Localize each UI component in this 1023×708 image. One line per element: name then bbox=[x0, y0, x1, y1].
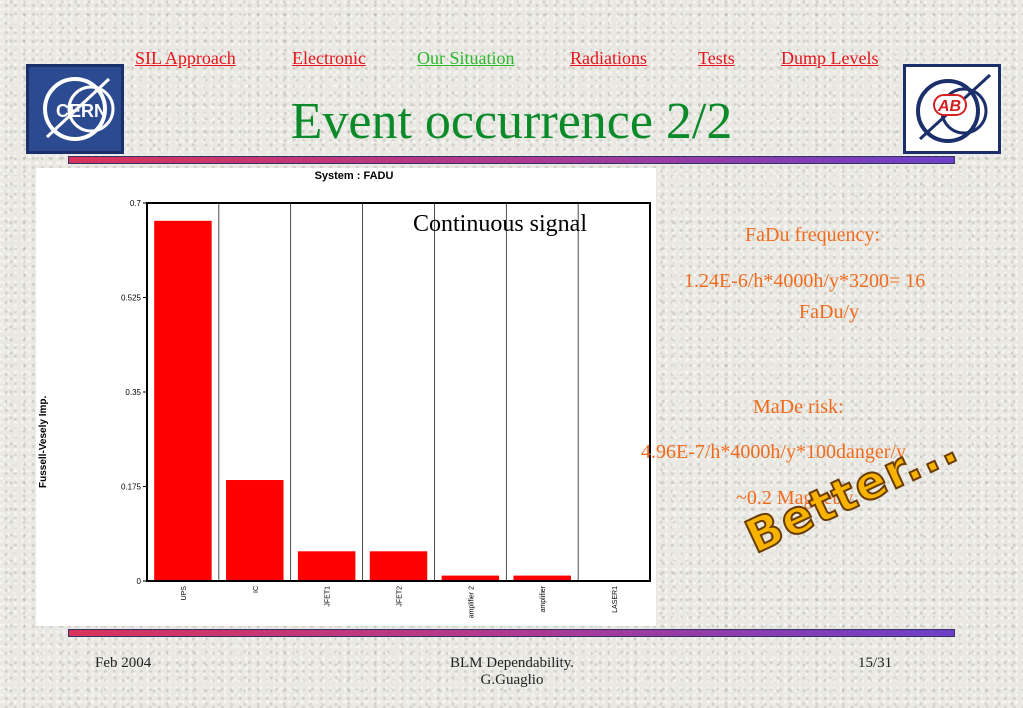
bar-ic bbox=[226, 480, 284, 581]
footer-center-line2: G.Guaglio bbox=[480, 672, 544, 688]
y-tick-label: 0 bbox=[137, 577, 142, 586]
y-tick-label: 0.7 bbox=[130, 199, 142, 208]
ab-logo: AB bbox=[903, 64, 1001, 154]
x-tick-label: JFET1 bbox=[325, 586, 332, 607]
plot-frame bbox=[146, 202, 651, 582]
bar-chart: System : FADU Fussell-Vesely Imp. 0 0.175… bbox=[38, 170, 651, 618]
bottom-divider bbox=[68, 629, 955, 637]
top-divider bbox=[68, 156, 955, 164]
x-tick-label: IC bbox=[253, 586, 260, 593]
bar-jfet1 bbox=[297, 551, 356, 581]
nav-link-electronic[interactable]: Electronic bbox=[292, 48, 366, 68]
made-formula: 4.96E-7/h*4000h/y*100danger/y bbox=[641, 441, 906, 463]
y-tick-label: 0.35 bbox=[125, 388, 141, 397]
ab-logo-icon: AB bbox=[906, 67, 998, 151]
nav-link-radiations[interactable]: Radiations bbox=[570, 48, 647, 68]
bar-jfet2 bbox=[369, 551, 428, 581]
fadu-result: FaDu/y bbox=[799, 301, 859, 323]
fadu-heading: FaDu frequency: bbox=[745, 224, 880, 246]
footer-page-number: 15/31 bbox=[858, 655, 893, 671]
nav-link-dump-levels[interactable]: Dump Levels bbox=[781, 48, 879, 68]
x-tick-label: amplifier bbox=[540, 585, 547, 612]
footer-date: Feb 2004 bbox=[95, 655, 152, 671]
slide-title: Event occurrence 2/2 bbox=[290, 93, 733, 150]
fadu-formula: 1.24E-6/h*4000h/y*3200= 16 bbox=[684, 270, 926, 292]
footer-center-line1: BLM Dependability. bbox=[449, 655, 574, 671]
top-navigation: SIL Approach Electronic Our Situation Ra… bbox=[0, 48, 1023, 72]
cern-logo: CERN bbox=[26, 64, 124, 154]
ab-logo-text: AB bbox=[937, 98, 961, 115]
x-tick-label: LASER1 bbox=[612, 586, 619, 613]
y-tick-label: 0.175 bbox=[121, 483, 142, 492]
nav-link-tests[interactable]: Tests bbox=[698, 48, 735, 68]
bar-amplifier-2 bbox=[441, 575, 500, 581]
nav-link-sil-approach[interactable]: SIL Approach bbox=[135, 48, 236, 68]
footer-center: BLM Dependability. G.Guaglio bbox=[412, 655, 612, 689]
cern-logo-icon: CERN bbox=[29, 67, 121, 151]
bar-ups bbox=[154, 220, 212, 581]
y-axis-label: Fussell-Vesely Imp. bbox=[38, 396, 49, 488]
x-tick-label: UPS bbox=[181, 586, 188, 601]
chart-title: System : FADU bbox=[315, 170, 394, 182]
chart-panel: System : FADU Fussell-Vesely Imp. 0 0.175… bbox=[36, 168, 656, 626]
x-tick-label: amplifier 2 bbox=[468, 586, 475, 618]
chart-annotation: Continuous signal bbox=[413, 211, 587, 237]
nav-link-our-situation[interactable]: Our Situation bbox=[417, 48, 515, 68]
made-result: ~0.2 Magnet/y bbox=[736, 487, 854, 509]
bar-amplifier bbox=[513, 575, 571, 581]
y-tick-label: 0.525 bbox=[121, 294, 142, 303]
x-tick-label: JFET2 bbox=[397, 586, 404, 607]
made-heading: MaDe risk: bbox=[753, 396, 844, 418]
cern-logo-text: CERN bbox=[56, 101, 107, 121]
